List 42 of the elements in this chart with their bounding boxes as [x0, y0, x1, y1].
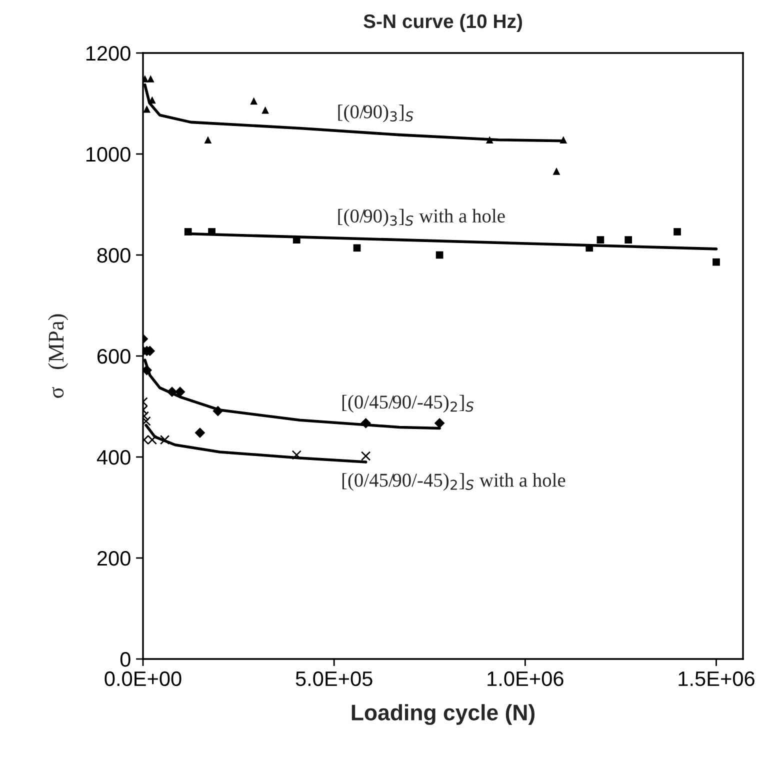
point [212, 406, 224, 416]
point [353, 244, 361, 252]
point [194, 428, 206, 438]
y-axis-title: σ (MPa) [48, 314, 68, 398]
point [143, 105, 150, 113]
point [262, 106, 269, 114]
point [174, 386, 186, 398]
point [674, 228, 681, 236]
point [143, 364, 152, 376]
point [250, 97, 258, 105]
x-tick-label: 0.0E+00 [104, 671, 182, 686]
annotation: [(0/45/90/-45)$_{2}$]$_{S}$ [342, 394, 474, 413]
annotation: [(0/45/90/-45)$_{2}$]$_{S}$ with a hole [342, 473, 566, 491]
y-tick-label: 400 [96, 450, 130, 465]
point [486, 136, 494, 144]
point [143, 416, 151, 426]
point [146, 75, 154, 82]
point [712, 258, 720, 266]
x-tick-label: 1.5E+06 [678, 671, 754, 686]
y-tick-label: 800 [97, 248, 130, 263]
annotation: [(0/90)$_{3}$]$_{S}$ [338, 104, 414, 122]
point [560, 136, 568, 144]
point [624, 236, 632, 244]
point [434, 418, 445, 428]
point [436, 251, 444, 259]
point [360, 418, 371, 428]
point [596, 236, 604, 244]
y-tick-label: 0 [120, 652, 130, 667]
point [586, 244, 594, 252]
y-tick-label: 1200 [86, 46, 130, 61]
y-tick-label: 200 [97, 551, 130, 566]
point [204, 136, 212, 144]
x-tick-label: 1.0E+06 [488, 671, 564, 686]
y-tick-label: 600 [97, 349, 130, 364]
x-tick-label: 5.0E+05 [296, 671, 372, 686]
x-axis-title: Loading cycle (N) [352, 704, 535, 725]
chart-title: S-N curve (10 Hz) [364, 14, 522, 32]
y-tick-label: 1000 [86, 147, 130, 162]
point [184, 228, 192, 236]
annotation: [(0/90)$_{3}$]$_{S}$ with a hole [338, 208, 505, 227]
point [552, 167, 560, 175]
point [166, 386, 178, 398]
